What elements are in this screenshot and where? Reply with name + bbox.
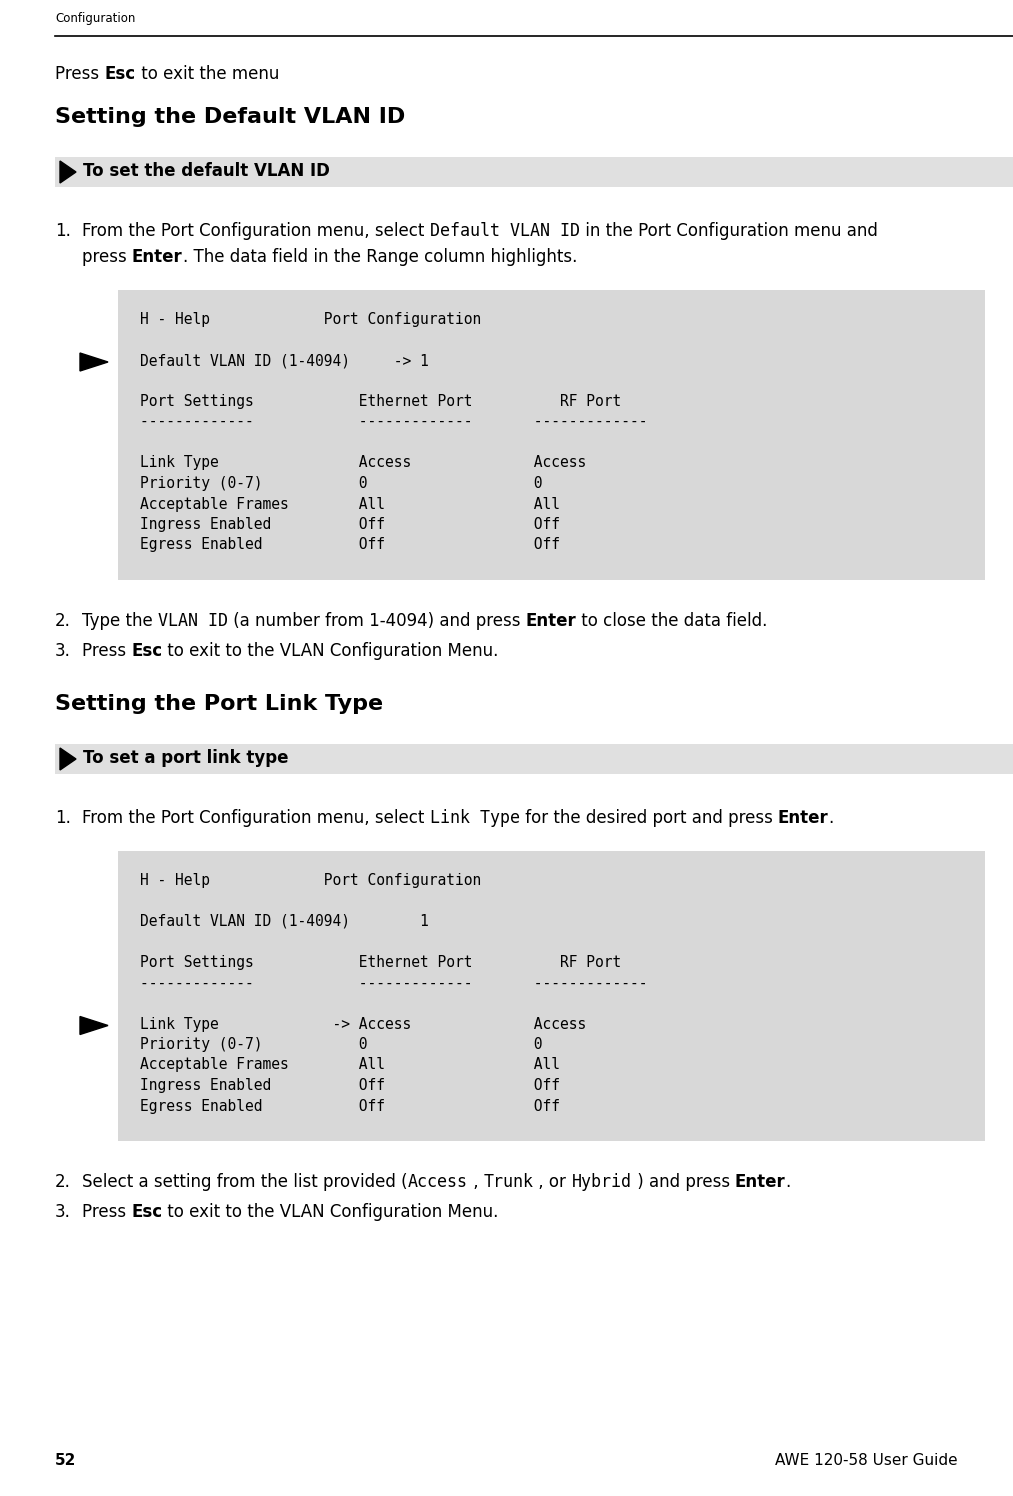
Text: Configuration: Configuration	[55, 12, 136, 25]
Text: 2.: 2.	[55, 1173, 71, 1191]
Text: Link Type: Link Type	[430, 809, 520, 827]
Text: Acceptable Frames        All                 All: Acceptable Frames All All	[140, 497, 560, 512]
Polygon shape	[60, 748, 76, 770]
Text: Setting the Port Link Type: Setting the Port Link Type	[55, 694, 383, 714]
Text: Esc: Esc	[104, 64, 136, 82]
Text: ) and press: ) and press	[631, 1173, 734, 1191]
Text: Acceptable Frames        All                 All: Acceptable Frames All All	[140, 1058, 560, 1073]
Text: Trunk: Trunk	[483, 1173, 534, 1191]
Text: Esc: Esc	[132, 642, 162, 660]
Text: Link Type                Access              Access: Link Type Access Access	[140, 455, 587, 471]
Text: Press: Press	[82, 1203, 132, 1221]
Text: H - Help             Port Configuration: H - Help Port Configuration	[140, 313, 481, 328]
Text: ,: ,	[468, 1173, 483, 1191]
Bar	[118, 290, 985, 580]
Text: 1.: 1.	[55, 221, 71, 239]
Text: Enter: Enter	[734, 1173, 786, 1191]
Text: Default VLAN ID (1-4094)     -> 1: Default VLAN ID (1-4094) -> 1	[140, 353, 428, 368]
Bar	[55, 157, 1013, 187]
Text: Select a setting from the list provided (: Select a setting from the list provided …	[82, 1173, 407, 1191]
Text: Access: Access	[407, 1173, 468, 1191]
Text: to exit to the VLAN Configuration Menu.: to exit to the VLAN Configuration Menu.	[162, 642, 498, 660]
Text: Port Settings            Ethernet Port          RF Port: Port Settings Ethernet Port RF Port	[140, 393, 621, 408]
Text: Enter: Enter	[778, 809, 829, 827]
Text: .: .	[829, 809, 834, 827]
Bar	[55, 744, 1013, 773]
Text: Default VLAN ID (1-4094)        1: Default VLAN ID (1-4094) 1	[140, 914, 428, 929]
Text: 52: 52	[55, 1453, 76, 1468]
Text: Port Settings            Ethernet Port          RF Port: Port Settings Ethernet Port RF Port	[140, 954, 621, 969]
Text: Enter: Enter	[526, 612, 576, 630]
Text: Press: Press	[82, 642, 132, 660]
Text: Link Type             -> Access              Access: Link Type -> Access Access	[140, 1016, 587, 1032]
Text: . The data field in the Range column highlights.: . The data field in the Range column hig…	[182, 248, 577, 266]
Text: Egress Enabled           Off                 Off: Egress Enabled Off Off	[140, 537, 560, 552]
Polygon shape	[80, 1016, 108, 1035]
Text: press: press	[82, 248, 132, 266]
Text: 3.: 3.	[55, 642, 71, 660]
Text: Setting the Default VLAN ID: Setting the Default VLAN ID	[55, 108, 405, 127]
Text: for the desired port and press: for the desired port and press	[520, 809, 778, 827]
Text: , or: , or	[534, 1173, 571, 1191]
Text: Priority (0-7)           0                   0: Priority (0-7) 0 0	[140, 476, 543, 491]
Text: in the Port Configuration menu and: in the Port Configuration menu and	[579, 221, 877, 239]
Text: Press: Press	[55, 64, 104, 82]
Text: Egress Enabled           Off                 Off: Egress Enabled Off Off	[140, 1098, 560, 1113]
Text: To set the default VLAN ID: To set the default VLAN ID	[83, 162, 330, 180]
Text: Priority (0-7)           0                   0: Priority (0-7) 0 0	[140, 1037, 543, 1052]
Text: Default VLAN ID: Default VLAN ID	[430, 221, 579, 239]
Bar	[118, 851, 985, 1141]
Text: .: .	[786, 1173, 791, 1191]
Text: 3.: 3.	[55, 1203, 71, 1221]
Text: VLAN ID: VLAN ID	[158, 612, 228, 630]
Text: Ingress Enabled          Off                 Off: Ingress Enabled Off Off	[140, 1079, 560, 1094]
Text: Hybrid: Hybrid	[571, 1173, 631, 1191]
Text: From the Port Configuration menu, select: From the Port Configuration menu, select	[82, 809, 430, 827]
Text: -------------            -------------       -------------: ------------- ------------- ------------…	[140, 414, 647, 429]
Text: AWE 120-58 User Guide: AWE 120-58 User Guide	[775, 1453, 958, 1468]
Text: Esc: Esc	[132, 1203, 162, 1221]
Text: To set a port link type: To set a port link type	[83, 749, 289, 767]
Text: Enter: Enter	[132, 248, 182, 266]
Text: 2.: 2.	[55, 612, 71, 630]
Text: Type the: Type the	[82, 612, 158, 630]
Text: (a number from 1-4094) and press: (a number from 1-4094) and press	[228, 612, 526, 630]
Text: -------------            -------------       -------------: ------------- ------------- ------------…	[140, 975, 647, 990]
Polygon shape	[80, 353, 108, 371]
Text: to exit to the VLAN Configuration Menu.: to exit to the VLAN Configuration Menu.	[162, 1203, 498, 1221]
Text: From the Port Configuration menu, select: From the Port Configuration menu, select	[82, 221, 430, 239]
Text: to close the data field.: to close the data field.	[576, 612, 768, 630]
Text: to exit the menu: to exit the menu	[136, 64, 279, 82]
Text: 1.: 1.	[55, 809, 71, 827]
Polygon shape	[60, 162, 76, 183]
Text: Ingress Enabled          Off                 Off: Ingress Enabled Off Off	[140, 518, 560, 533]
Text: H - Help             Port Configuration: H - Help Port Configuration	[140, 874, 481, 889]
